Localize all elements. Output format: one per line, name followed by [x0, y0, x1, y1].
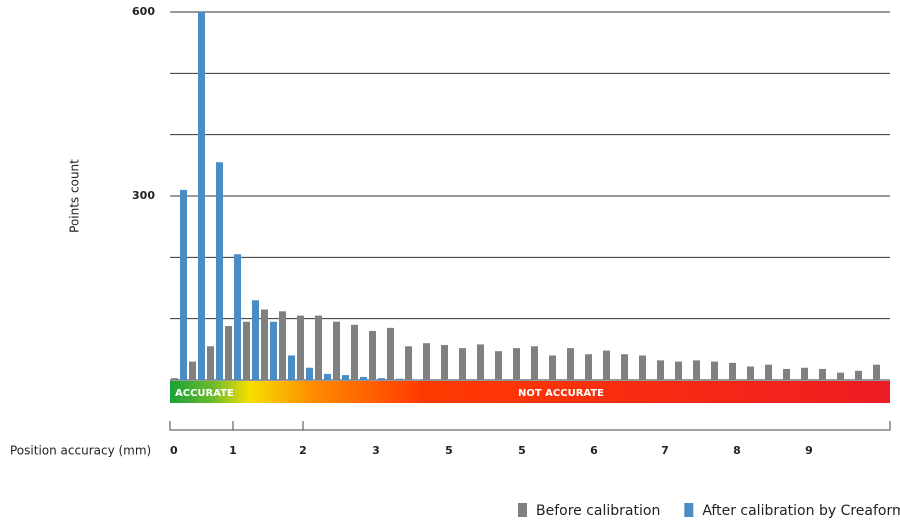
x-tick-label: 5	[445, 444, 453, 457]
legend-swatch	[518, 503, 527, 517]
bar	[675, 361, 682, 380]
bar	[180, 189, 187, 380]
x-tick-label: 6	[590, 444, 598, 457]
bar	[198, 12, 205, 380]
bar	[279, 311, 286, 380]
bar	[729, 362, 736, 380]
bar	[603, 350, 610, 380]
x-bracket	[169, 421, 891, 431]
x-tick-label: 1	[229, 444, 237, 457]
bar	[396, 378, 403, 380]
bar	[333, 321, 340, 380]
bar	[585, 354, 592, 380]
bar	[351, 324, 358, 380]
bar	[207, 346, 214, 380]
bar	[837, 372, 844, 380]
accuracy-band	[170, 381, 890, 403]
x-tick-label: 3	[372, 444, 380, 457]
bar	[387, 327, 394, 380]
bar	[873, 364, 880, 380]
bar	[234, 254, 241, 380]
bar	[639, 355, 646, 380]
bar	[261, 309, 268, 380]
bar	[819, 368, 826, 380]
bar	[621, 354, 628, 380]
bar	[225, 326, 232, 380]
bar	[297, 315, 304, 380]
bar	[531, 346, 538, 380]
bar	[657, 360, 664, 380]
legend-label: After calibration by Creaform	[702, 503, 900, 519]
x-tick-label: 0	[170, 444, 178, 457]
bar	[324, 373, 331, 380]
bar	[765, 364, 772, 380]
x-tick-label: 5	[518, 444, 526, 457]
bar	[747, 366, 754, 380]
bar	[270, 321, 277, 380]
bar	[513, 348, 520, 380]
bar	[306, 367, 313, 380]
bar	[189, 361, 196, 380]
bar	[711, 361, 718, 380]
x-tick-label: 9	[805, 444, 813, 457]
bar	[783, 368, 790, 380]
y-tick-label: 300	[132, 189, 155, 202]
legend-swatch	[684, 503, 694, 517]
bar	[549, 355, 556, 380]
band-label: ACCURATE	[175, 388, 234, 399]
bar	[477, 344, 484, 380]
x-tick-label: 8	[733, 444, 741, 457]
legend-label: Before calibration	[536, 503, 660, 519]
bar	[459, 348, 466, 380]
bar	[315, 315, 322, 380]
bar	[171, 378, 178, 380]
bar	[567, 348, 574, 380]
bar	[378, 378, 385, 380]
bar	[288, 355, 295, 380]
bar	[360, 376, 367, 380]
y-tick-label: 600	[132, 5, 155, 18]
bar	[495, 351, 502, 380]
band-label: NOT ACCURATE	[518, 388, 604, 399]
bar	[252, 300, 259, 380]
bar	[405, 346, 412, 380]
bar	[423, 343, 430, 380]
y-axis-title: Points count	[68, 159, 82, 233]
x-tick-label: 2	[299, 444, 307, 457]
bar	[342, 375, 349, 380]
x-axis-title: Position accuracy (mm)	[10, 444, 151, 458]
bar	[216, 162, 223, 380]
bar	[693, 360, 700, 380]
x-tick-label: 7	[661, 444, 669, 457]
bar	[801, 367, 808, 380]
bar	[855, 370, 862, 380]
bar	[441, 345, 448, 380]
bar	[243, 321, 250, 380]
bar	[369, 330, 376, 380]
bar	[414, 379, 421, 380]
